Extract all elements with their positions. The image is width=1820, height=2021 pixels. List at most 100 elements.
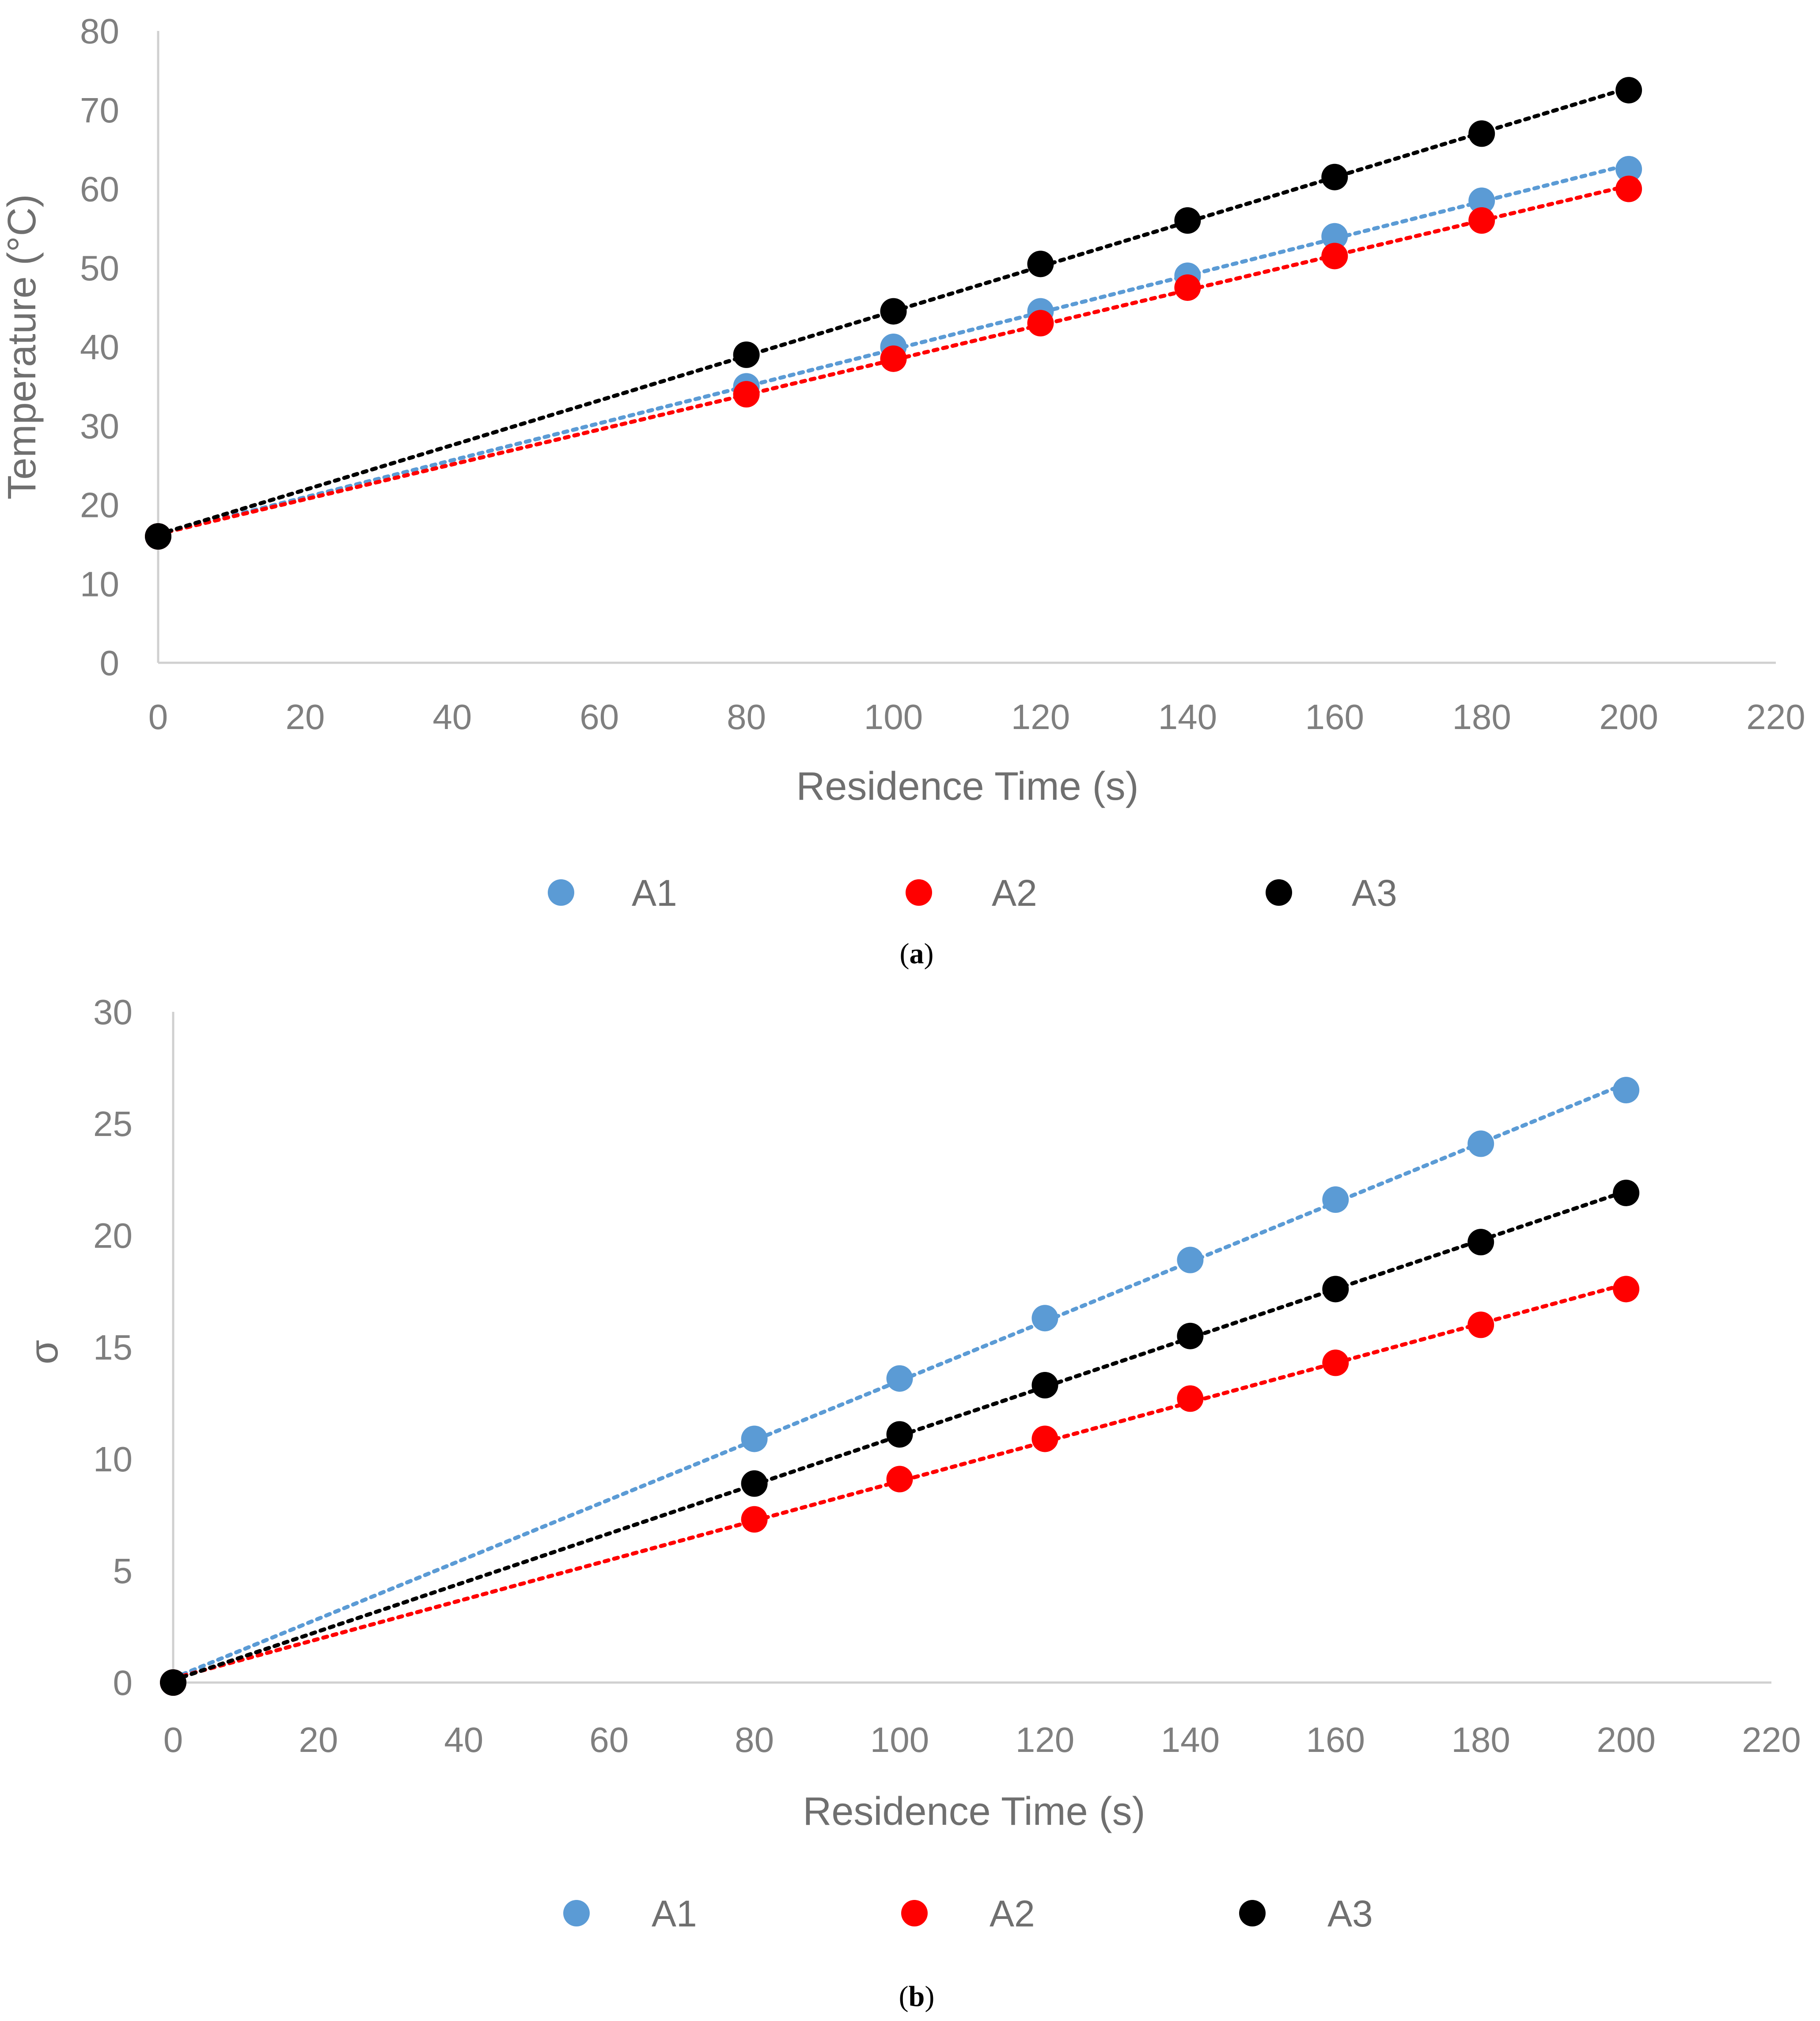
- chart-a-x-axis-title: Residence Time (s): [796, 764, 1138, 809]
- chart-b-y-tick-label: 0: [113, 1663, 133, 1702]
- chart-a-point-a3: [1027, 251, 1054, 277]
- chart-a-point-a3: [1321, 163, 1348, 190]
- chart-a-caption-letter: a: [910, 938, 924, 970]
- chart-a-caption: (a): [900, 938, 934, 970]
- chart-a-point-a1: [1321, 223, 1348, 250]
- chart-b-x-axis-title: Residence Time (s): [803, 1789, 1145, 1834]
- chart-b-x-tick-label: 80: [735, 1720, 774, 1759]
- chart-b-x-tick-label: 180: [1451, 1720, 1510, 1759]
- chart-b-x-tick-label: 200: [1596, 1720, 1655, 1759]
- chart-a-legend-label-a2: A2: [992, 872, 1037, 914]
- chart-b-y-tick-label: 25: [93, 1104, 133, 1143]
- chart-b-point-a1: [741, 1425, 768, 1452]
- chart-b-point-a3: [886, 1421, 913, 1448]
- chart-a-legend-marker-a3: [1266, 879, 1292, 906]
- chart-b-y-tick-label: 15: [93, 1328, 133, 1367]
- chart-b-axes: [172, 1012, 1771, 1684]
- chart-a-y-tick-label: 30: [80, 406, 119, 446]
- chart-a-point-a1: [1468, 187, 1495, 214]
- chart-a-y-tick-label: 60: [80, 170, 119, 209]
- chart-b-point-a2: [1322, 1349, 1349, 1376]
- chart-b-legend-marker-a3: [1239, 1900, 1266, 1926]
- chart-b-point-a1: [886, 1365, 913, 1392]
- chart-b-point-a2: [741, 1506, 768, 1533]
- chart-b-point-a3: [160, 1669, 186, 1696]
- chart-a-x-tick-label: 80: [727, 697, 766, 737]
- chart-b-y-tick-label: 10: [93, 1440, 133, 1479]
- chart-a-x-tick-label: 220: [1746, 697, 1805, 737]
- chart-b-point-a2: [1467, 1311, 1494, 1338]
- chart-b-y-axis-title: σ: [22, 1340, 66, 1364]
- chart-a-point-a2: [1174, 274, 1201, 301]
- chart-b-point-a2: [1177, 1385, 1204, 1412]
- chart-a-point-a3: [1174, 207, 1201, 234]
- chart-b-y-tick-label: 5: [113, 1551, 133, 1591]
- chart-a: 0 20 40 60 80 100 120 140 160 180 200 220 0 10 20 30 40 5…: [0, 11, 1805, 970]
- chart-a-y-tick-label: 70: [80, 91, 119, 130]
- chart-b-point-a1: [1467, 1130, 1494, 1157]
- chart-a-x-tick-label: 120: [1011, 697, 1070, 737]
- chart-a-x-tick-label: 40: [432, 697, 472, 737]
- chart-b-points: [160, 1077, 1640, 1696]
- chart-a-y-axis-title: Temperature (°C): [0, 194, 44, 499]
- chart-b-x-tick-label: 20: [299, 1720, 338, 1759]
- chart-a-y-tick-label: 0: [100, 643, 120, 683]
- chart-b-point-a3: [1322, 1276, 1349, 1303]
- chart-a-legend-marker-a1: [548, 879, 574, 906]
- chart-a-point-a2: [1027, 310, 1054, 337]
- chart-a-x-tick-label: 0: [148, 697, 168, 737]
- chart-b-trendline-a1: [171, 1081, 1628, 1680]
- chart-a-points: [145, 77, 1642, 550]
- chart-a-legend: A1 A2 A3: [548, 872, 1397, 914]
- chart-b-y-tick-label: 30: [93, 992, 133, 1032]
- chart-b-point-a1: [1322, 1186, 1349, 1213]
- chart-a-x-tick-label: 140: [1158, 697, 1217, 737]
- chart-b-point-a2: [886, 1466, 913, 1493]
- chart-b-ticks: 0 20 40 60 80 100 120 140 160 180 200 220 0 5 10 15 20 25…: [93, 992, 1801, 1759]
- chart-b-point-a2: [1613, 1276, 1640, 1303]
- chart-a-y-tick-label: 20: [80, 486, 119, 525]
- chart-b-point-a2: [1031, 1425, 1058, 1452]
- chart-a-point-a3: [880, 298, 907, 325]
- chart-a-point-a1: [1615, 156, 1642, 182]
- chart-a-point-a3: [1615, 77, 1642, 104]
- chart-a-x-tick-label: 180: [1452, 697, 1511, 737]
- chart-b-x-tick-label: 220: [1742, 1720, 1801, 1759]
- chart-a-legend-label-a3: A3: [1352, 872, 1397, 914]
- chart-a-point-a2: [880, 345, 907, 372]
- chart-b-legend: A1 A2 A3: [563, 1893, 1373, 1934]
- chart-b-point-a1: [1031, 1305, 1058, 1332]
- chart-a-x-tick-label: 200: [1599, 697, 1658, 737]
- chart-a-y-tick-label: 40: [80, 327, 119, 367]
- chart-b-legend-marker-a2: [901, 1900, 928, 1926]
- chart-b-x-tick-label: 40: [444, 1720, 483, 1759]
- chart-a-point-a3: [733, 341, 760, 368]
- chart-b-legend-marker-a1: [563, 1900, 590, 1926]
- chart-a-legend-marker-a2: [906, 879, 932, 906]
- chart-a-point-a2: [1321, 243, 1348, 270]
- chart-b-point-a3: [1177, 1322, 1204, 1349]
- chart-b: 0 20 40 60 80 100 120 140 160 180 200 220 0 5 10 15 20 25…: [22, 992, 1801, 2013]
- chart-b-x-tick-label: 160: [1306, 1720, 1365, 1759]
- chart-b-point-a1: [1613, 1077, 1640, 1104]
- chart-b-caption-letter: b: [909, 1980, 925, 2013]
- chart-b-x-tick-label: 140: [1161, 1720, 1220, 1759]
- chart-a-point-a3: [1468, 120, 1495, 147]
- chart-b-point-a3: [1031, 1372, 1058, 1399]
- chart-a-y-tick-label: 10: [80, 564, 119, 604]
- chart-b-point-a3: [1467, 1229, 1494, 1256]
- chart-b-legend-label-a1: A1: [652, 1893, 697, 1934]
- chart-a-point-a3: [145, 523, 171, 550]
- chart-b-legend-label-a3: A3: [1327, 1893, 1373, 1934]
- chart-b-x-tick-label: 60: [589, 1720, 629, 1759]
- chart-b-point-a3: [1613, 1179, 1640, 1206]
- chart-a-x-tick-label: 100: [864, 697, 923, 737]
- chart-a-legend-label-a1: A1: [632, 872, 677, 914]
- chart-a-ticks: 0 20 40 60 80 100 120 140 160 180 200 220 0 10 20 30 40 5…: [80, 11, 1805, 737]
- chart-a-point-a2: [1615, 175, 1642, 202]
- chart-b-point-a1: [1177, 1246, 1204, 1273]
- chart-b-caption: (b): [899, 1980, 935, 2013]
- chart-a-x-tick-label: 160: [1305, 697, 1364, 737]
